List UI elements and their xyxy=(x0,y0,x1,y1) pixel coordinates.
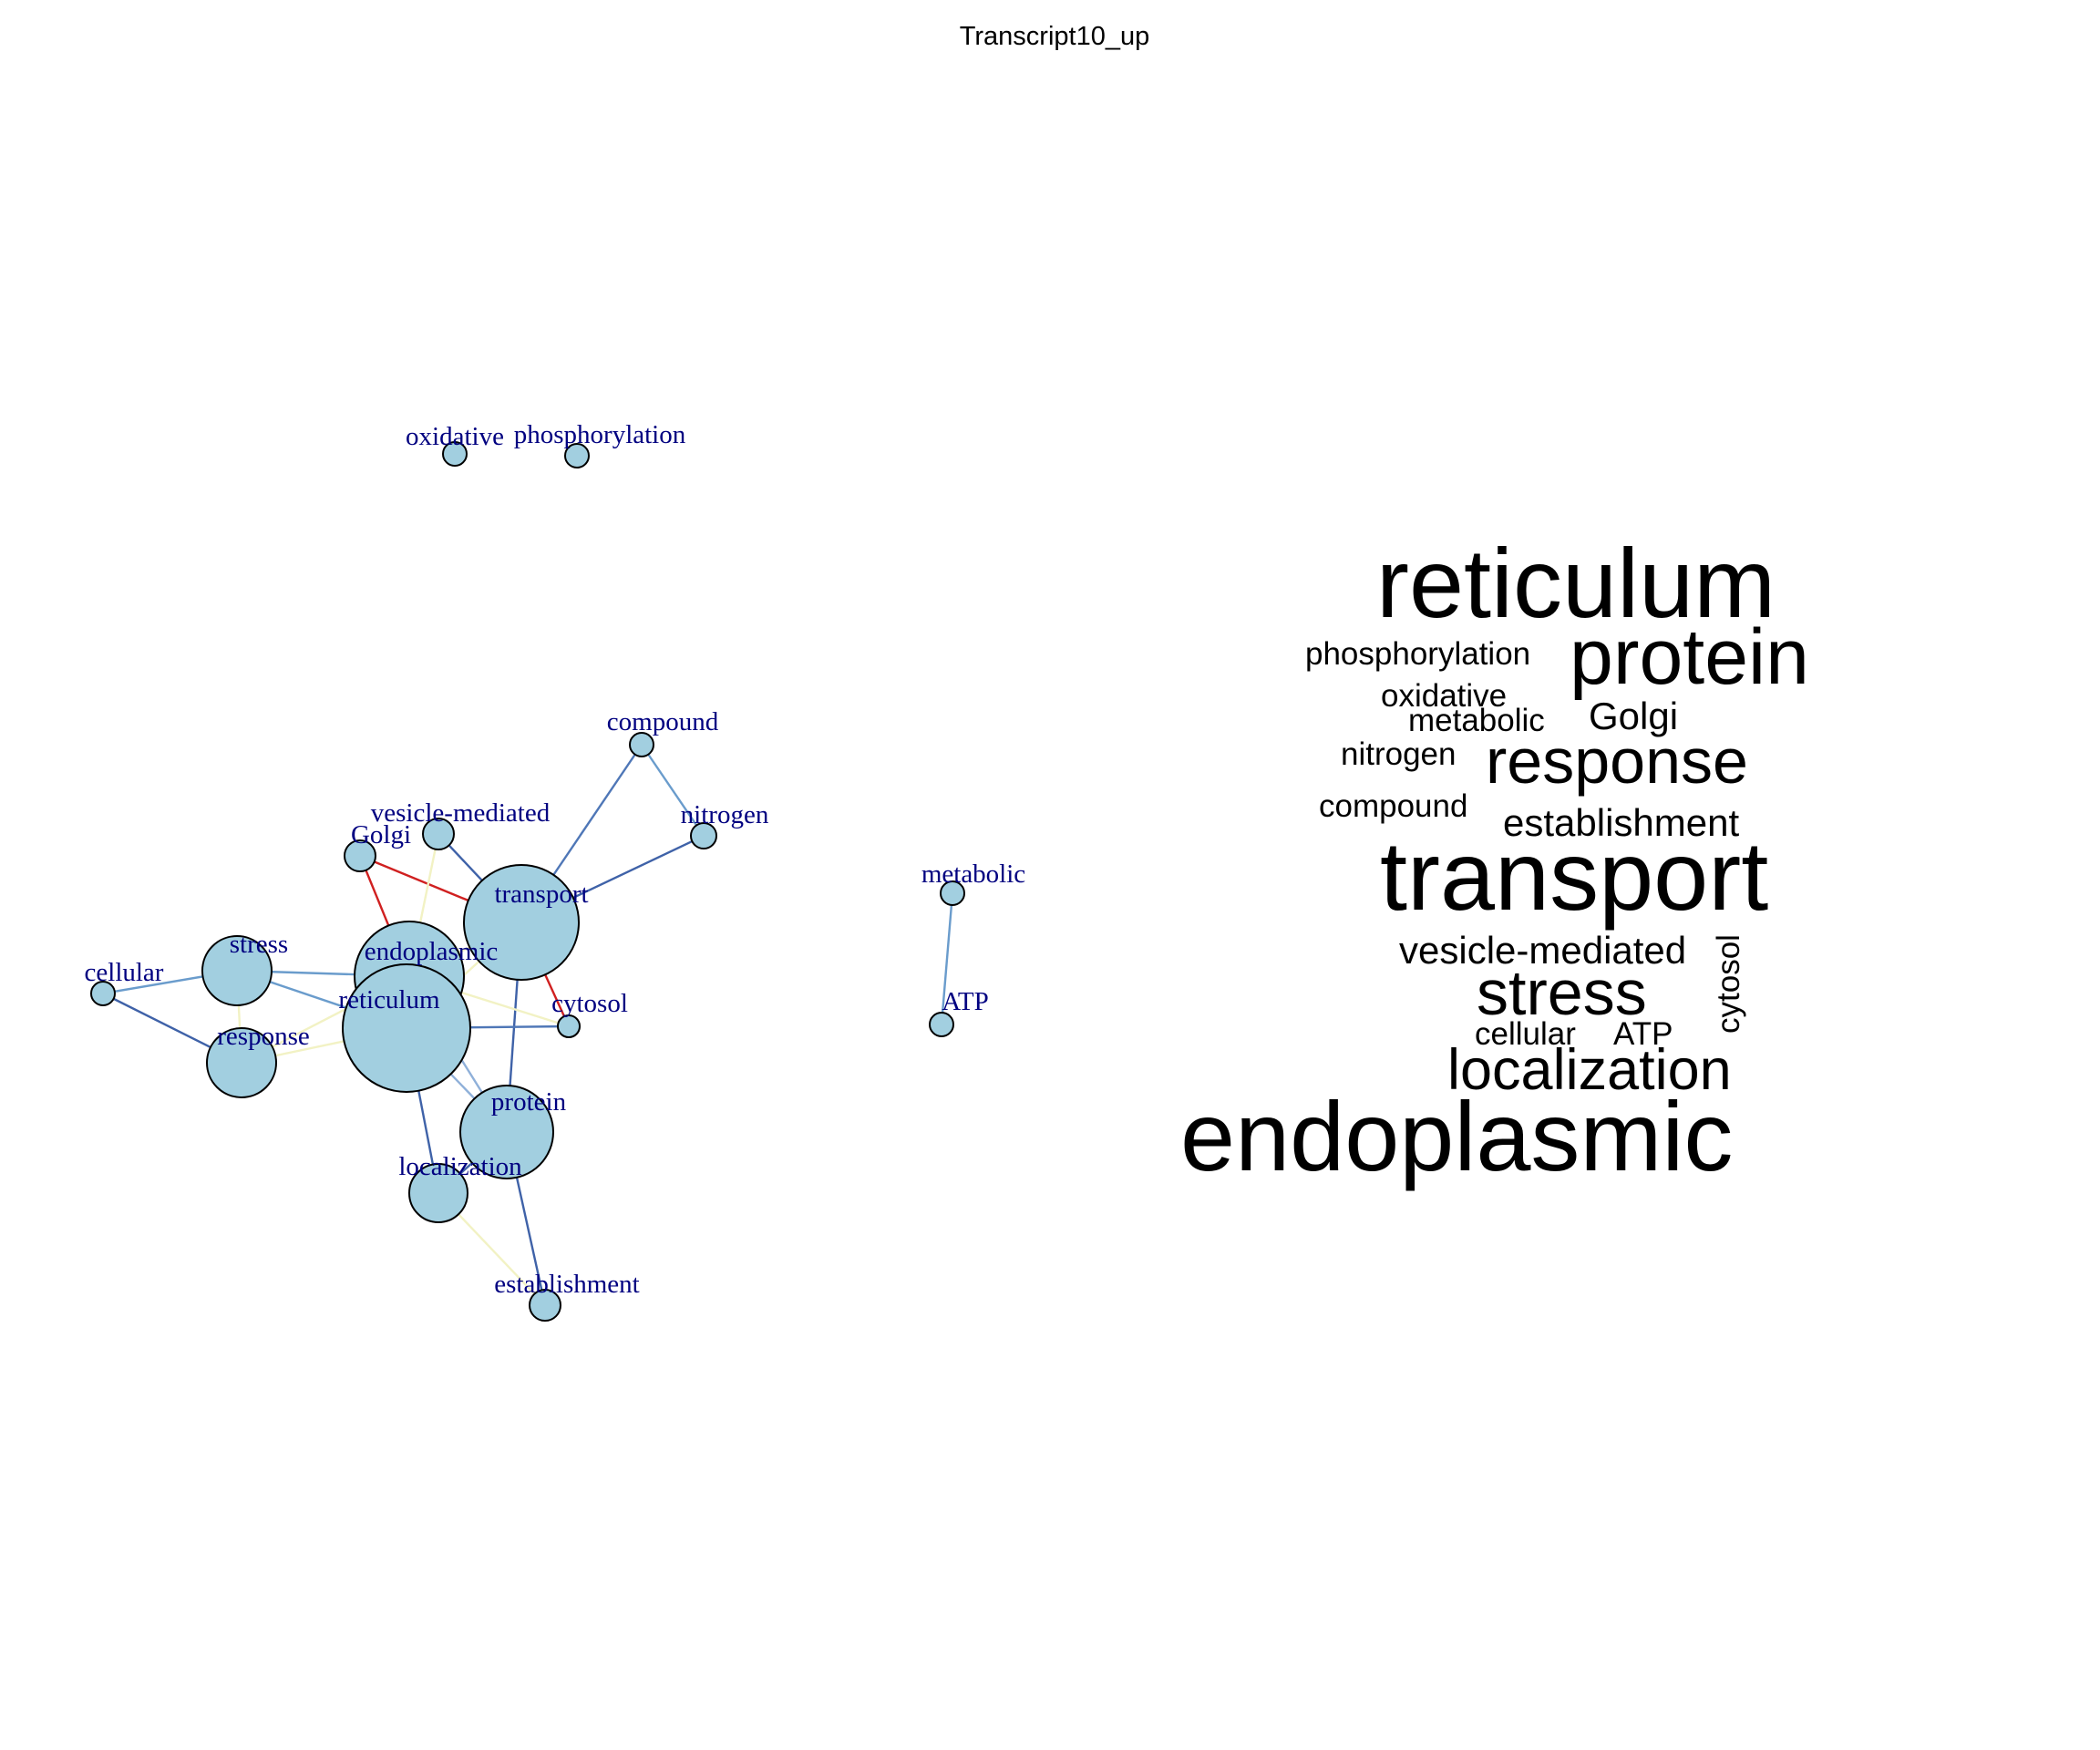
node-label-reticulum: reticulum xyxy=(338,985,440,1014)
node-reticulum xyxy=(342,963,471,1093)
node-label-transport: transport xyxy=(494,880,588,909)
edge-compound-nitrogen xyxy=(641,744,705,837)
cloud-word-cellular: cellular xyxy=(1475,1016,1576,1052)
node-label-establishment: establishment xyxy=(494,1270,639,1299)
cloud-word-compound: compound xyxy=(1319,788,1467,824)
node-golgi xyxy=(344,839,376,872)
node-cytosol xyxy=(557,1014,581,1038)
node-compound xyxy=(629,732,654,757)
cloud-word-response: response xyxy=(1486,726,1748,797)
cloud-word-stress: stress xyxy=(1477,957,1647,1028)
node-localization xyxy=(408,1163,468,1223)
cloud-word-atp: ATP xyxy=(1613,1016,1673,1052)
node-label-response: response xyxy=(217,1022,309,1051)
cloud-word-cytosol: cytosol xyxy=(1711,934,1746,1034)
node-label-phosphorylation: phosphorylation xyxy=(514,420,686,449)
node-phosphorylation xyxy=(564,443,590,468)
node-establishment xyxy=(529,1289,561,1322)
network-labels: oxidative phosphorylation compound nitrogen… xyxy=(85,420,1026,1299)
network-nodes xyxy=(90,441,965,1322)
cloud-word-metabolic: metabolic xyxy=(1408,703,1545,738)
node-response xyxy=(206,1027,277,1098)
node-label-localization: localization xyxy=(398,1152,522,1181)
cloud-word-phosphorylation: phosphorylation xyxy=(1305,636,1530,672)
node-label-golgi: Golgi xyxy=(351,820,411,849)
node-label-compound: compound xyxy=(607,707,719,736)
node-stress xyxy=(201,935,273,1006)
cloud-word-golgi: Golgi xyxy=(1589,695,1678,737)
cloud-word-vesicle-mediated: vesicle-mediated xyxy=(1399,929,1686,972)
cloud-word-oxidative: oxidative xyxy=(1381,678,1507,714)
cloud-word-nitrogen: nitrogen xyxy=(1341,736,1456,772)
node-label-protein: protein xyxy=(491,1087,567,1117)
node-label-metabolic: metabolic xyxy=(921,860,1025,889)
node-label-stress: stress xyxy=(230,930,288,959)
node-transport xyxy=(463,864,580,981)
node-label-nitrogen: nitrogen xyxy=(681,800,769,829)
node-atp xyxy=(929,1012,954,1037)
node-label-oxidative: oxidative xyxy=(406,422,504,451)
node-cellular xyxy=(90,981,116,1006)
cloud-word-localization: localization xyxy=(1447,1038,1732,1102)
node-label-vesicle-mediated: vesicle-mediated xyxy=(371,798,551,828)
node-label-cytosol: cytosol xyxy=(551,989,628,1018)
cloud-word-reticulum: reticulum xyxy=(1376,528,1776,638)
node-label-endoplasmic: endoplasmic xyxy=(365,937,499,966)
node-metabolic xyxy=(940,880,965,906)
node-label-atp: ATP xyxy=(942,987,989,1016)
cloud-word-establishment: establishment xyxy=(1503,801,1739,844)
edge-metabolic-ATP xyxy=(940,892,954,1025)
node-vesicle-mediated xyxy=(422,818,455,850)
node-oxidative xyxy=(442,441,468,467)
node-label-cellular: cellular xyxy=(85,958,164,987)
cloud-word-transport: transport xyxy=(1380,820,1768,931)
cloud-word-endoplasmic: endoplasmic xyxy=(1180,1081,1733,1191)
node-nitrogen xyxy=(690,822,717,849)
cloud-word-protein: protein xyxy=(1570,613,1809,701)
node-protein xyxy=(459,1085,554,1179)
figure-title: Transcript10_up xyxy=(960,22,1149,51)
